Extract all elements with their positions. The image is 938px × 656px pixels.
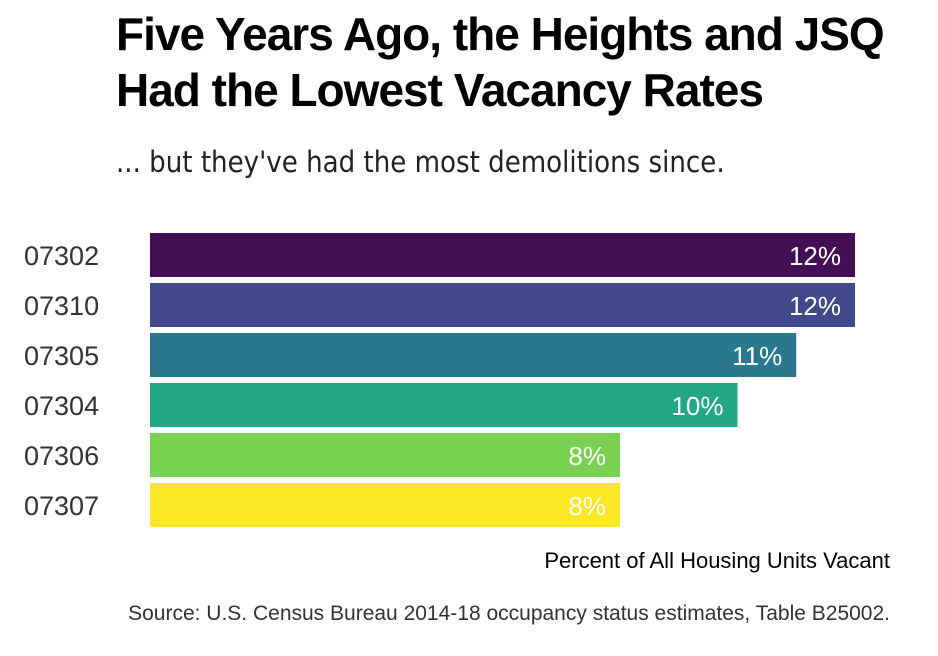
bar [150, 383, 738, 427]
chart-subtitle: ... but they've had the most demolitions… [116, 145, 725, 179]
value-label: 12% [789, 291, 841, 321]
bar [150, 333, 797, 377]
category-label: 07305 [24, 341, 99, 371]
category-label: 07306 [24, 441, 99, 471]
x-axis-label: Percent of All Housing Units Vacant [544, 548, 890, 573]
bar [150, 283, 855, 327]
bar [150, 433, 620, 477]
value-label: 12% [789, 241, 841, 271]
value-label: 10% [671, 391, 723, 421]
bar [150, 483, 620, 527]
category-label: 07302 [24, 241, 99, 271]
value-label: 8% [568, 491, 606, 521]
value-label: 11% [732, 341, 782, 371]
bar-chart: 07302 12% 07310 12% 07305 11% 07304 10% 07306 8% 0… [24, 233, 855, 527]
value-label: 8% [568, 441, 606, 471]
source-note: Source: U.S. Census Bureau 2014-18 occup… [128, 602, 890, 625]
category-label: 07307 [24, 491, 99, 521]
chart-title: Five Years Ago, the Heights and JSQ Had … [116, 8, 885, 116]
category-label: 07310 [24, 291, 99, 321]
category-label: 07304 [24, 391, 99, 421]
bar [150, 233, 855, 277]
